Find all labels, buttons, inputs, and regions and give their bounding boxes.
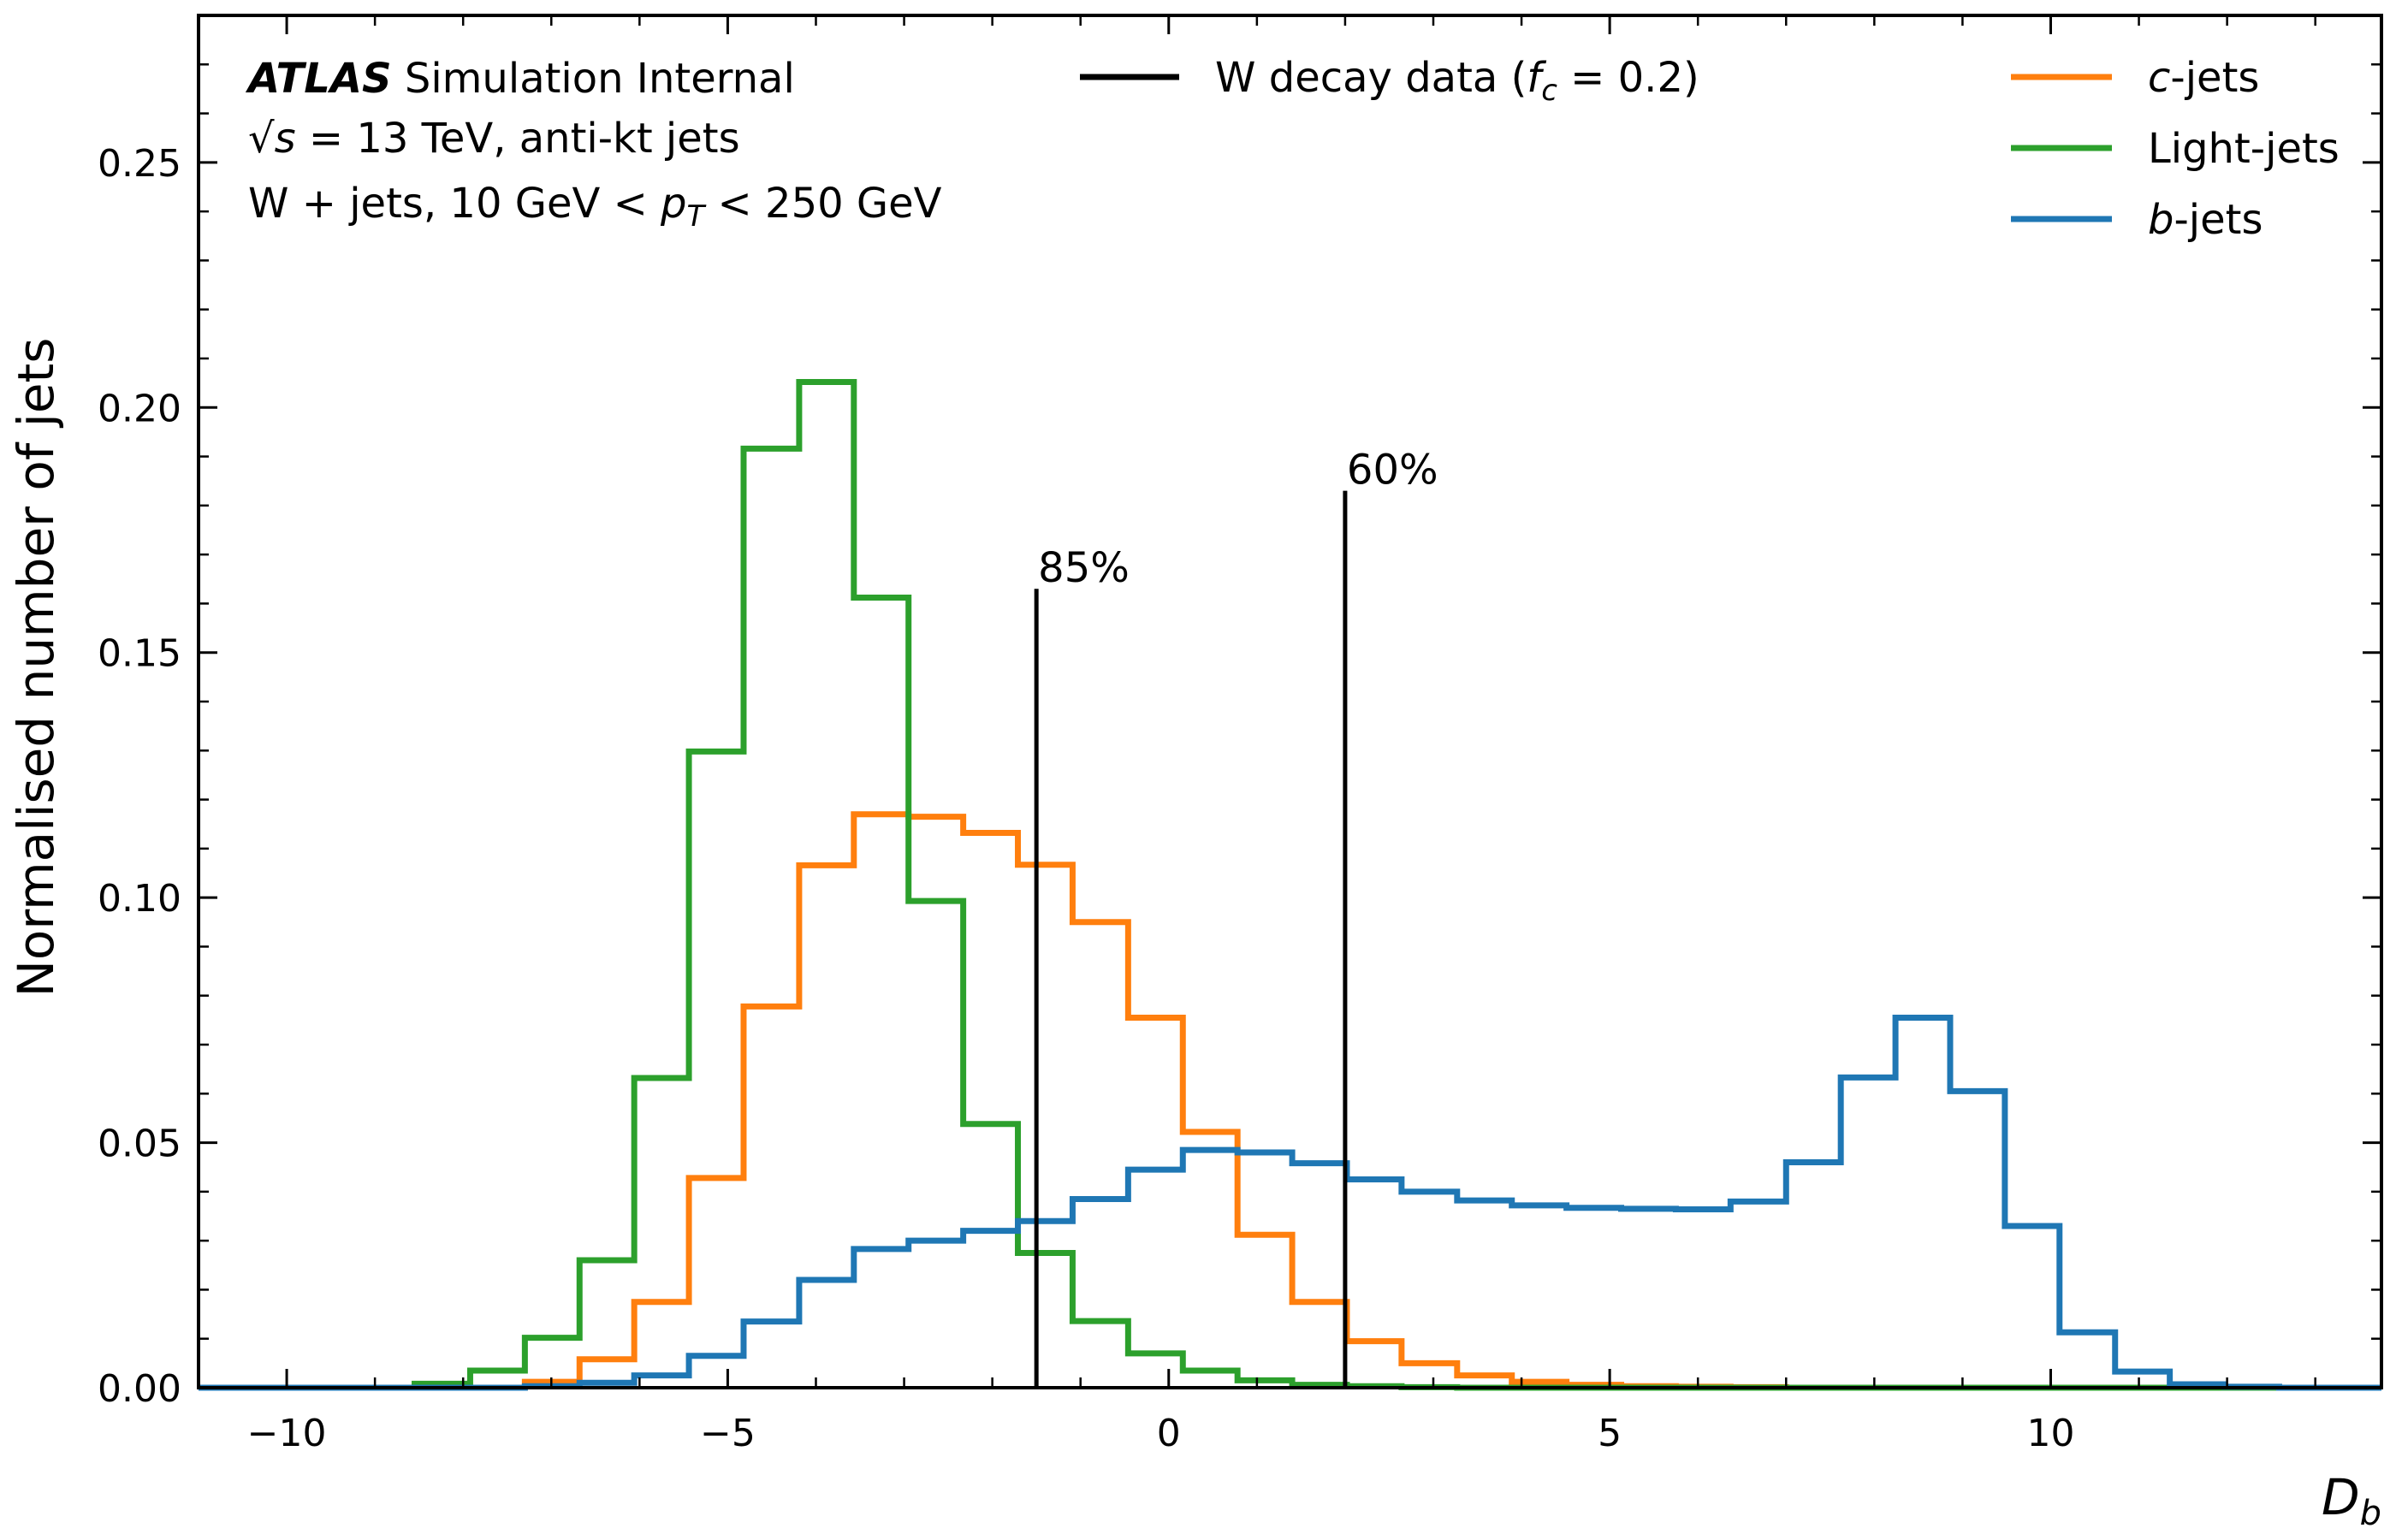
y-tick-label: 0.15 (98, 632, 181, 676)
x-tick-label: 10 (2026, 1412, 2074, 1455)
selection-p-sub: T (687, 199, 707, 234)
legend-c-italic: c (2148, 54, 2170, 102)
selection-rest: < 250 GeV (704, 180, 941, 228)
legend-label-light-jets: Light-jets (2148, 125, 2340, 173)
working-point-label-60: 60% (1347, 447, 1438, 495)
y-tick-label: 0.10 (98, 877, 181, 921)
selection-pre: W + jets, 10 GeV < (248, 180, 661, 228)
x-tick-label: 5 (1598, 1412, 1622, 1455)
y-tick-label: 0.25 (98, 142, 181, 186)
info-text-block: ATLAS Simulation Internal √s = 13 TeV, a… (245, 55, 942, 234)
legend-label-b-jets: b-jets (2148, 196, 2263, 244)
y-tick-label: 0.00 (98, 1367, 181, 1411)
legend-center-label: W decay data (fc = 0.2) (1215, 54, 1699, 108)
sqrt-symbol: √ (248, 115, 275, 163)
tick-group: −10 −5 0 5 10 0.00 0.05 0.10 0.15 0.20 0.25 (98, 14, 2381, 1455)
energy-s: s (275, 115, 296, 163)
legend-c-rest: -jets (2170, 54, 2259, 102)
x-tick-label: −5 (700, 1412, 756, 1455)
selection-label: W + jets, 10 GeV < pT < 250 GeV (248, 180, 942, 234)
x-axis-title-main: D (2322, 1468, 2360, 1526)
x-axis-title-sub: b (2360, 1494, 2381, 1533)
legend-b-italic: b (2148, 196, 2174, 244)
plot-frame (197, 14, 2383, 1389)
atlas-label-rest: Simulation Internal (392, 55, 795, 103)
legend-center-rest: = 0.2) (1557, 54, 1699, 102)
working-point-group: 85% 60% (1034, 447, 1438, 1388)
legend-center-f-sub: c (1541, 74, 1557, 108)
energy-label: √s = 13 TeV, anti-kt jets (248, 115, 740, 163)
energy-rest: = 13 TeV, anti-kt jets (296, 115, 740, 163)
x-tick-label: −10 (247, 1412, 327, 1455)
y-tick-label: 0.05 (98, 1122, 181, 1166)
legend-label-c-jets: c-jets (2148, 54, 2259, 102)
x-tick-label: 0 (1157, 1412, 1181, 1455)
working-point-label-85: 85% (1038, 544, 1130, 592)
legend-center-label-pre: W decay data ( (1215, 54, 1527, 102)
legend-right: c-jets Light-jets b-jets (2011, 54, 2340, 244)
legend-b-rest: -jets (2174, 196, 2263, 244)
atlas-logo-text: ATLAS (245, 55, 392, 103)
y-axis-title: Normalised number of jets (7, 337, 65, 997)
x-axis-title: Db (2322, 1468, 2381, 1533)
atlas-label: ATLAS Simulation Internal (245, 55, 795, 103)
selection-p: p (660, 180, 686, 228)
y-tick-label: 0.20 (98, 387, 181, 430)
